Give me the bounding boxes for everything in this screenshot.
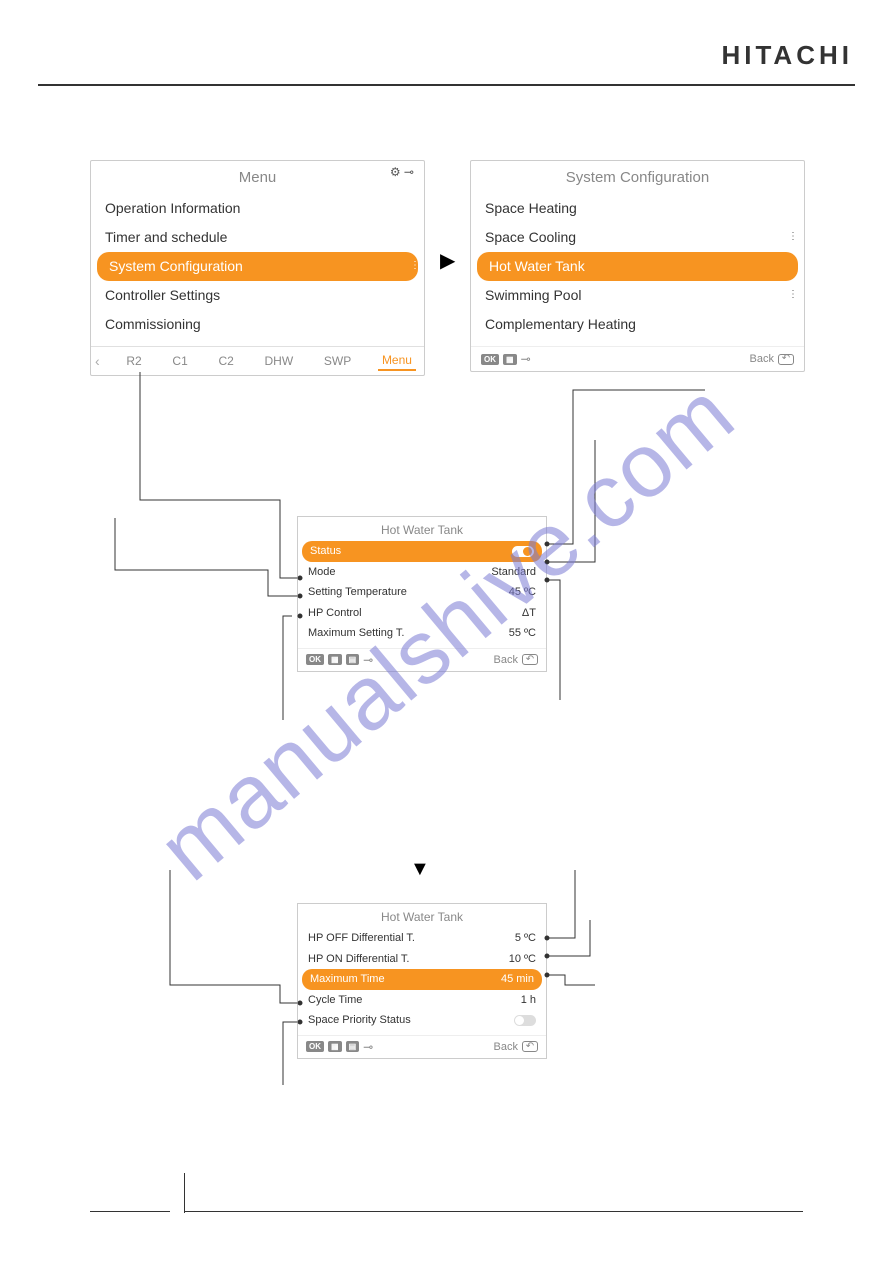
row-label: Mode — [308, 564, 336, 581]
more-dots-icon: ⋮ — [788, 235, 798, 239]
config-item-space-cooling[interactable]: Space Cooling ⋮ — [471, 223, 804, 252]
config-item-hot-water-tank[interactable]: Hot Water Tank — [477, 252, 798, 281]
nav-badge-icon: ▦ — [503, 354, 517, 365]
hwt-row-hp-on-diff[interactable]: HP ON Differential T. 10 ºC — [298, 949, 546, 970]
footer-rule — [90, 1211, 803, 1213]
tabs-chevron-left-icon[interactable]: ‹ — [95, 353, 100, 369]
menu-tabs: ‹ R2 C1 C2 DHW SWP Menu — [91, 346, 424, 375]
menu-item-label: Swimming Pool — [485, 287, 581, 303]
ok-badge-icon: OK — [306, 1041, 324, 1052]
row-label: Space Priority Status — [308, 1012, 411, 1029]
key-icon: ⊸ — [363, 653, 373, 667]
menu-item-label: Space Cooling — [485, 229, 576, 245]
menu-item-operation-information[interactable]: Operation Information — [91, 194, 424, 223]
brand-logo: HITACHI — [721, 40, 853, 71]
row-label: Maximum Setting T. — [308, 625, 404, 642]
grid-badge-icon: ▤ — [346, 1041, 360, 1052]
tab-r2[interactable]: R2 — [122, 352, 145, 370]
row-label: HP Control — [308, 605, 362, 622]
nav-badge-icon: ▦ — [328, 654, 342, 665]
hwt-row-max-setting-t[interactable]: Maximum Setting T. 55 ºC — [298, 623, 546, 644]
hwt-list-1: Status Mode Standard Setting Temperature… — [298, 541, 546, 646]
row-label: HP OFF Differential T. — [308, 930, 415, 947]
menu-item-controller-settings[interactable]: Controller Settings — [91, 281, 424, 310]
row-label: Maximum Time — [310, 971, 385, 988]
hwt-footer-1: OK ▦ ▤ ⊸ Back ↶ — [298, 648, 546, 671]
row-value: 55 ºC — [509, 625, 536, 642]
nav-arrow-right-icon: ▶ — [440, 248, 455, 273]
row-value: Standard — [491, 564, 536, 581]
menu-panel: ⚙ ⊸ Menu Operation Information Timer and… — [90, 160, 425, 376]
back-button[interactable]: Back ↶ — [494, 1041, 538, 1053]
hwt-row-hp-off-diff[interactable]: HP OFF Differential T. 5 ºC — [298, 928, 546, 949]
more-dots-icon: ⋮ — [410, 264, 420, 268]
row-value: 45 min — [501, 971, 534, 988]
nav-arrow-down-icon: ▼ — [410, 858, 430, 881]
menu-item-system-configuration[interactable]: System Configuration ⋮ — [97, 252, 418, 281]
footer-rule-divider — [184, 1173, 185, 1213]
nav-badge-icon: ▦ — [328, 1041, 342, 1052]
system-config-panel: System Configuration Space Heating Space… — [470, 160, 805, 372]
hot-water-tank-panel-2: Hot Water Tank HP OFF Differential T. 5 … — [297, 903, 547, 1059]
ok-badge-icon: OK — [306, 654, 324, 665]
hwt-title-1: Hot Water Tank — [298, 517, 546, 541]
menu-item-commissioning[interactable]: Commissioning — [91, 310, 424, 339]
space-priority-toggle[interactable] — [514, 1015, 536, 1026]
tab-c1[interactable]: C1 — [168, 352, 191, 370]
system-config-footer: OK ▦ ⊸ Back ↶ — [471, 346, 804, 371]
tab-c2[interactable]: C2 — [214, 352, 237, 370]
config-item-space-heating[interactable]: Space Heating — [471, 194, 804, 223]
row-label: Setting Temperature — [308, 584, 407, 601]
hwt-row-mode[interactable]: Mode Standard — [298, 562, 546, 583]
back-label-text: Back — [750, 353, 774, 365]
hwt-row-cycle-time[interactable]: Cycle Time 1 h — [298, 990, 546, 1011]
back-arrow-icon: ↶ — [778, 354, 794, 365]
row-label: Cycle Time — [308, 992, 362, 1009]
back-button[interactable]: Back ↶ — [750, 353, 794, 365]
back-button[interactable]: Back ↶ — [494, 654, 538, 666]
menu-item-timer-schedule[interactable]: Timer and schedule — [91, 223, 424, 252]
row-label: Status — [310, 543, 341, 560]
row-value: 10 ºC — [509, 951, 536, 968]
system-config-list: Space Heating Space Cooling ⋮ Hot Water … — [471, 192, 804, 342]
back-arrow-icon: ↶ — [522, 654, 538, 665]
menu-panel-title: Menu — [91, 161, 424, 192]
more-dots-icon: ⋮ — [788, 293, 798, 297]
back-arrow-icon: ↶ — [522, 1041, 538, 1052]
config-item-complementary-heating[interactable]: Complementary Heating — [471, 310, 804, 339]
menu-item-label: Hot Water Tank — [489, 258, 585, 274]
key-icon: ⊸ — [521, 352, 531, 366]
hwt-title-2: Hot Water Tank — [298, 904, 546, 928]
menu-item-label: System Configuration — [109, 258, 243, 274]
key-icon: ⊸ — [363, 1040, 373, 1054]
system-config-title: System Configuration — [471, 161, 804, 192]
tab-swp[interactable]: SWP — [320, 352, 355, 370]
hwt-row-space-priority[interactable]: Space Priority Status — [298, 1010, 546, 1031]
config-item-swimming-pool[interactable]: Swimming Pool ⋮ — [471, 281, 804, 310]
row-label: HP ON Differential T. — [308, 951, 410, 968]
hwt-row-setting-temperature[interactable]: Setting Temperature 45 ºC — [298, 582, 546, 603]
back-label-text: Back — [494, 1041, 518, 1053]
tab-dhw[interactable]: DHW — [261, 352, 298, 370]
hwt-row-hp-control[interactable]: HP Control ΔT — [298, 603, 546, 624]
status-toggle[interactable] — [512, 546, 534, 557]
row-value: 5 ºC — [515, 930, 536, 947]
back-label-text: Back — [494, 654, 518, 666]
hwt-row-max-time[interactable]: Maximum Time 45 min — [302, 969, 542, 990]
menu-list: Operation Information Timer and schedule… — [91, 192, 424, 342]
row-value: 45 ºC — [509, 584, 536, 601]
hwt-row-status[interactable]: Status — [302, 541, 542, 562]
hwt-list-2: HP OFF Differential T. 5 ºC HP ON Differ… — [298, 928, 546, 1033]
row-value: 1 h — [521, 992, 536, 1009]
ok-badge-icon: OK — [481, 354, 499, 365]
hwt-footer-2: OK ▦ ▤ ⊸ Back ↶ — [298, 1035, 546, 1058]
hot-water-tank-panel-1: Hot Water Tank Status Mode Standard Sett… — [297, 516, 547, 672]
panel-top-icons: ⚙ ⊸ — [390, 165, 414, 179]
tab-menu[interactable]: Menu — [378, 351, 416, 371]
row-value: ΔT — [522, 605, 536, 622]
grid-badge-icon: ▤ — [346, 654, 360, 665]
header-rule — [38, 84, 855, 86]
